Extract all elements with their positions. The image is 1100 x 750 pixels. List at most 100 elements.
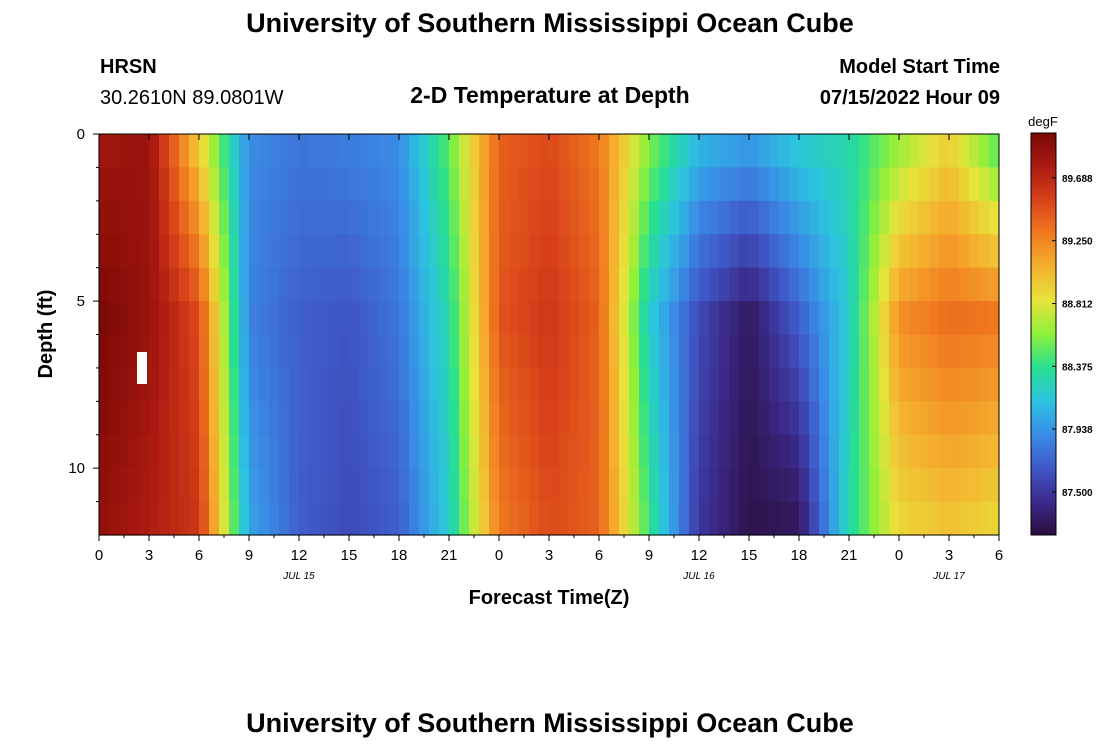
x-tick-label: 0	[495, 547, 503, 564]
heatmap-cell	[939, 468, 950, 503]
heatmap-cell	[149, 334, 160, 369]
heatmap-cell	[339, 401, 350, 436]
heatmap-cell	[329, 167, 340, 202]
heatmap-cell	[769, 367, 780, 402]
heatmap-cell	[449, 267, 460, 302]
heatmap-cell	[489, 501, 500, 536]
heatmap-cell	[359, 401, 370, 436]
heatmap-cell	[219, 334, 230, 369]
heatmap-cell	[309, 468, 320, 503]
heatmap-cell	[229, 367, 240, 402]
heatmap-cell	[369, 134, 380, 169]
heatmap-cell	[179, 134, 190, 169]
y-tick-label: 0	[77, 126, 85, 143]
heatmap-cell	[759, 267, 770, 302]
heatmap-cell	[729, 134, 740, 169]
heatmap-cell	[219, 167, 230, 202]
heatmap-cell	[389, 468, 400, 503]
heatmap-cell	[749, 200, 760, 235]
heatmap-cell	[669, 267, 680, 302]
heatmap-cell	[219, 501, 230, 536]
heatmap-cell	[759, 134, 770, 169]
heatmap-cell	[939, 267, 950, 302]
heatmap-cell	[809, 401, 820, 436]
heatmap-cell	[799, 267, 810, 302]
heatmap-cell	[429, 367, 440, 402]
heatmap-cell	[199, 234, 210, 269]
heatmap-cell	[329, 334, 340, 369]
heatmap-cell	[869, 301, 880, 336]
heatmap-cell	[259, 468, 270, 503]
heatmap-cell	[479, 401, 490, 436]
heatmap-cell	[899, 134, 910, 169]
heatmap-cell	[699, 134, 710, 169]
heatmap-cell	[779, 468, 790, 503]
heatmap-cell	[789, 134, 800, 169]
heatmap-cell	[479, 468, 490, 503]
heatmap-cell	[309, 401, 320, 436]
x-tick-label: 15	[341, 547, 358, 564]
heatmap-cell	[419, 267, 430, 302]
colorbar	[1030, 132, 1057, 536]
heatmap-cell	[609, 401, 620, 436]
heatmap-cell	[309, 200, 320, 235]
heatmap-cell	[679, 367, 690, 402]
heatmap-cell	[359, 367, 370, 402]
heatmap-cell	[939, 200, 950, 235]
heatmap-cell	[529, 334, 540, 369]
heatmap-cell	[599, 401, 610, 436]
heatmap-cell	[129, 334, 140, 369]
heatmap-cell	[479, 334, 490, 369]
heatmap-cell	[969, 334, 980, 369]
heatmap-cell	[939, 134, 950, 169]
heatmap-cell	[889, 200, 900, 235]
heatmap-cell	[879, 234, 890, 269]
heatmap-cell	[499, 401, 510, 436]
heatmap-cell	[619, 167, 630, 202]
heatmap-cell	[739, 167, 750, 202]
heatmap-cell	[689, 234, 700, 269]
heatmap-cell	[769, 200, 780, 235]
heatmap-cell	[959, 200, 970, 235]
heatmap-cell	[549, 200, 560, 235]
heatmap-cell	[449, 134, 460, 169]
heatmap-cell	[249, 167, 260, 202]
heatmap-cell	[279, 501, 290, 536]
heatmap-cell	[289, 434, 300, 469]
heatmap-cell	[769, 167, 780, 202]
heatmap-cell	[719, 134, 730, 169]
heatmap-cell	[859, 401, 870, 436]
heatmap-cell	[589, 501, 600, 536]
heatmap-cell	[399, 167, 410, 202]
heatmap-cell	[529, 200, 540, 235]
heatmap-cell	[179, 501, 190, 536]
heatmap-cell	[609, 434, 620, 469]
heatmap-cell	[549, 267, 560, 302]
heatmap-cell	[749, 134, 760, 169]
heatmap-cell	[399, 468, 410, 503]
heatmap-cell	[119, 367, 130, 402]
heatmap-cell	[299, 267, 310, 302]
heatmap-cell	[989, 468, 1000, 503]
heatmap-cell	[849, 367, 860, 402]
heatmap-cell	[509, 267, 520, 302]
heatmap-cell	[189, 334, 200, 369]
heatmap-cell	[879, 501, 890, 536]
heatmap-cell	[449, 334, 460, 369]
heatmap-cell	[929, 334, 940, 369]
heatmap-cell	[629, 501, 640, 536]
heatmap-cell	[359, 234, 370, 269]
heatmap-cell	[699, 401, 710, 436]
y-tick-label: 10	[68, 460, 85, 477]
heatmap-cell	[839, 301, 850, 336]
heatmap-cell	[679, 301, 690, 336]
heatmap-cell	[609, 334, 620, 369]
heatmap-cell	[419, 401, 430, 436]
heatmap-cell	[179, 167, 190, 202]
heatmap-cell	[99, 234, 110, 269]
heatmap-cell	[809, 267, 820, 302]
heatmap-cell	[459, 200, 470, 235]
heatmap-cell	[269, 301, 280, 336]
heatmap-cell	[499, 468, 510, 503]
heatmap-cell	[819, 434, 830, 469]
